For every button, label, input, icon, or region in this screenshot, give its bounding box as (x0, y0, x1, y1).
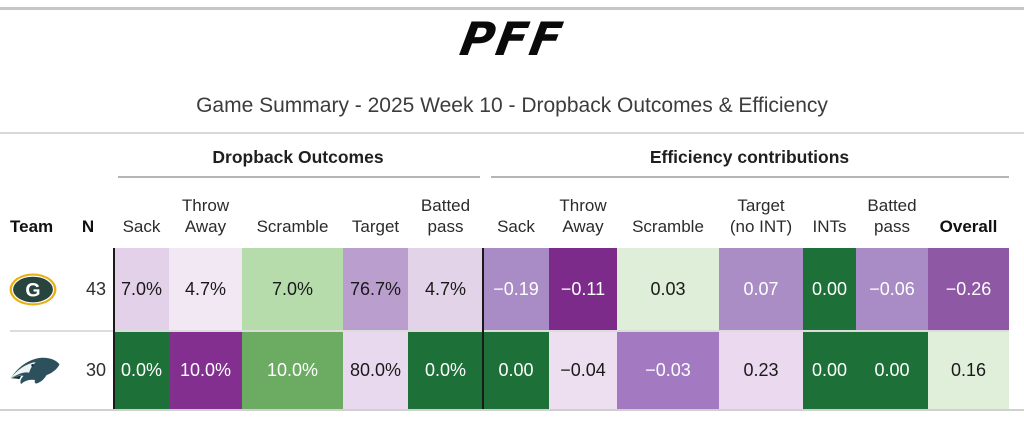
pff-logo: PFF (0, 12, 1024, 66)
cell-phi-eff-batted-pass: 0.00 (856, 332, 928, 409)
column-header-sack: Sack (122, 216, 161, 236)
cell-phi-target: 80.0% (343, 332, 408, 409)
column-header-team: Team (10, 216, 54, 236)
group-underline-efficiency (491, 176, 1009, 178)
n-value-phi: 30 (62, 332, 114, 409)
cell-phi-eff-target-no-int: 0.23 (719, 332, 803, 409)
column-header-row: Team N Sack Throw Away Scramble Target Batted … (0, 182, 1009, 240)
pff-logo-text: PFF (455, 12, 569, 66)
cell-gb-eff-scramble: 0.03 (617, 248, 719, 330)
cell-phi-eff-overall: 0.16 (928, 332, 1009, 409)
cell-gb-eff-overall: −0.26 (928, 248, 1009, 330)
bottom-divider (0, 409, 1024, 411)
column-header-eff-batted-pass: Batted pass (867, 195, 917, 236)
section-divider-efficiency (482, 248, 484, 409)
column-header-eff-throw-away: Throw Away (559, 195, 607, 236)
column-header-target: Target (351, 216, 400, 236)
n-value-gb: 43 (62, 248, 114, 330)
column-header-scramble: Scramble (256, 216, 329, 236)
cell-phi-eff-scramble: −0.03 (617, 332, 719, 409)
cell-gb-target: 76.7% (343, 248, 408, 330)
table-row-packers: G 43 7.0% 4.7% 7.0% 76.7% 4.7% −0.19 −0.11 0.03 0.… (0, 248, 1009, 330)
eagles-logo (0, 332, 62, 409)
column-header-eff-scramble: Scramble (632, 216, 704, 236)
cell-phi-eff-sack: 0.00 (483, 332, 549, 409)
cell-gb-throw-away: 4.7% (169, 248, 242, 330)
cell-phi-throw-away: 10.0% (169, 332, 242, 409)
cell-phi-batted-pass: 0.0% (408, 332, 483, 409)
column-header-eff-ints: INTs (812, 216, 847, 236)
cell-gb-sack: 7.0% (114, 248, 169, 330)
packers-logo: G (0, 248, 62, 330)
top-divider (0, 7, 1024, 10)
section-divider-outcomes (113, 248, 115, 409)
cell-gb-eff-target-no-int: 0.07 (719, 248, 803, 330)
cell-gb-eff-sack: −0.19 (483, 248, 549, 330)
table-row-eagles: 30 0.0% 10.0% 10.0% 80.0% 0.0% 0.00 −0.04 −0.03 0… (0, 332, 1009, 409)
page-title: Game Summary - 2025 Week 10 - Dropback O… (196, 94, 828, 117)
cell-gb-eff-batted-pass: −0.06 (856, 248, 928, 330)
column-header-n: N (81, 216, 95, 236)
group-header-efficiency-contributions: Efficiency contributions (649, 147, 850, 167)
column-header-throw-away: Throw Away (181, 195, 230, 236)
cell-phi-eff-throw-away: −0.04 (549, 332, 617, 409)
title-divider (0, 132, 1024, 134)
cell-gb-scramble: 7.0% (242, 248, 343, 330)
group-underline-dropback (118, 176, 480, 178)
column-header-eff-target-no-int: Target (no INT) (729, 195, 793, 236)
group-header-dropback-outcomes: Dropback Outcomes (212, 147, 384, 167)
column-header-batted-pass: Batted pass (420, 195, 471, 236)
svg-text:G: G (25, 279, 40, 301)
cell-gb-batted-pass: 4.7% (408, 248, 483, 330)
column-header-eff-sack: Sack (497, 216, 535, 236)
cell-gb-eff-ints: 0.00 (803, 248, 856, 330)
row-divider (10, 330, 1009, 332)
cell-phi-scramble: 10.0% (242, 332, 343, 409)
cell-phi-sack: 0.0% (114, 332, 169, 409)
cell-phi-eff-ints: 0.00 (803, 332, 856, 409)
column-header-eff-overall: Overall (939, 216, 998, 236)
cell-gb-eff-throw-away: −0.11 (549, 248, 617, 330)
